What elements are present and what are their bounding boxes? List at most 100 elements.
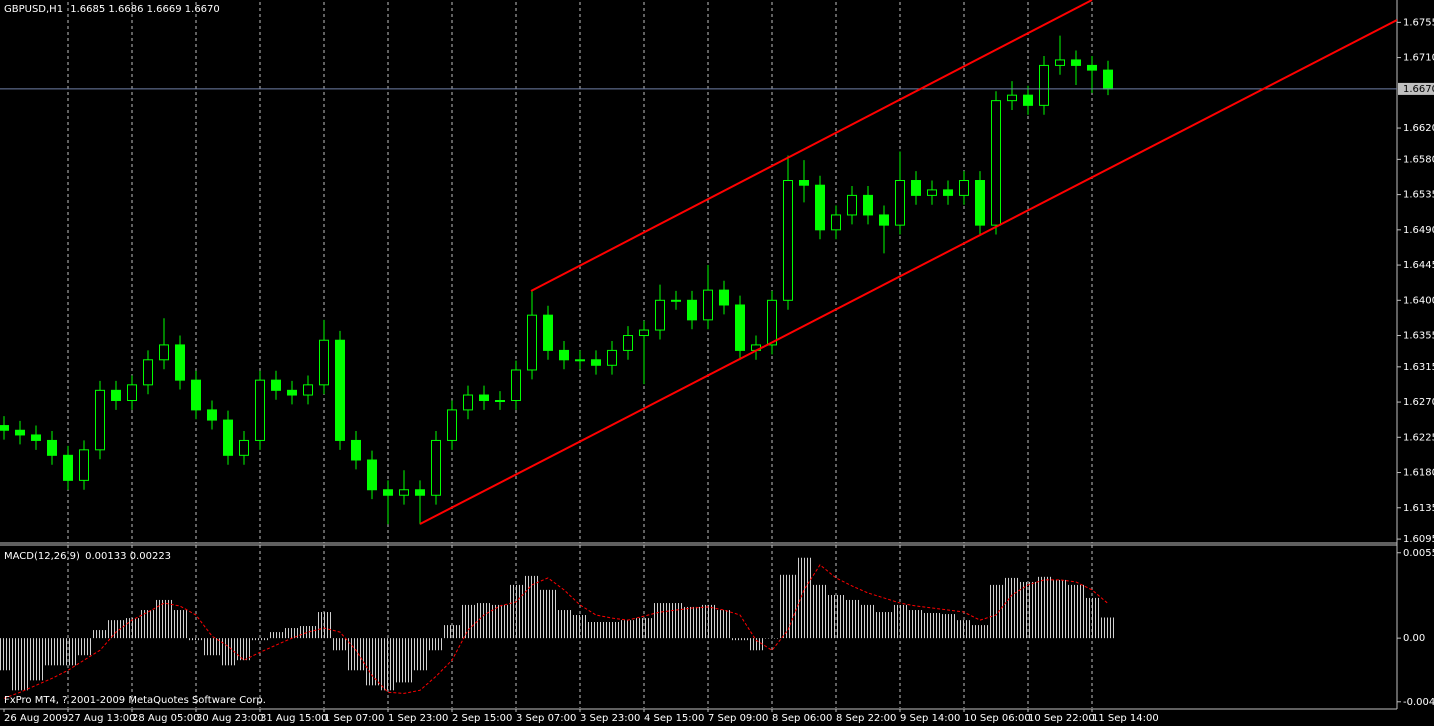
macd-bar xyxy=(508,584,524,639)
macd-bar xyxy=(12,638,28,691)
y-tick-label: 1.6755 xyxy=(1403,17,1434,28)
candle-body xyxy=(847,194,857,216)
y-tick-label: 1.6135 xyxy=(1403,503,1434,514)
y-tick-label: 0.0055 xyxy=(1403,548,1434,559)
macd-bar xyxy=(812,584,828,639)
candle-body xyxy=(991,100,1001,226)
x-tick-label: 11 Sep 14:00 xyxy=(1092,713,1159,724)
macd-bar xyxy=(908,610,924,639)
macd-bar xyxy=(44,638,60,666)
candle-body xyxy=(271,379,281,391)
macd-bar xyxy=(1100,617,1116,639)
macd-bar xyxy=(300,626,316,639)
y-tick-label: -0.0041 xyxy=(1403,697,1434,708)
candle-body xyxy=(831,214,841,231)
candle-body xyxy=(1007,94,1017,102)
x-tick-label: 31 Aug 15:00 xyxy=(260,713,327,724)
macd-bar xyxy=(572,615,588,639)
candle-body xyxy=(671,299,681,302)
candle-body xyxy=(591,359,601,366)
macd-bar xyxy=(588,621,604,639)
macd-bar xyxy=(332,638,348,651)
x-tick-label: 27 Aug 13:00 xyxy=(68,713,135,724)
candle-body xyxy=(303,384,313,396)
candle-body xyxy=(447,409,457,441)
candle-body xyxy=(1087,64,1097,71)
y-tick-label: 1.6270 xyxy=(1403,397,1434,408)
macd-bar xyxy=(732,638,748,641)
candle-body xyxy=(191,379,201,411)
y-tick-label: 1.6535 xyxy=(1403,190,1434,201)
candle-body xyxy=(719,289,729,306)
macd-bar xyxy=(1068,584,1084,639)
macd-bar xyxy=(1004,577,1020,639)
macd-bar xyxy=(892,604,908,639)
macd-bar xyxy=(236,638,252,661)
macd-bar xyxy=(108,620,124,639)
candle-body xyxy=(415,489,425,496)
macd-bar xyxy=(284,628,300,639)
y-tick-label: 1.6710 xyxy=(1403,53,1434,64)
x-tick-label: 7 Sep 09:00 xyxy=(708,713,768,724)
macd-bar xyxy=(140,610,156,639)
candle-body xyxy=(511,369,521,402)
candle-body xyxy=(335,339,345,441)
macd-bar xyxy=(956,620,972,639)
macd-bar xyxy=(604,621,620,639)
candle-body xyxy=(863,194,873,216)
signal-value: 0.00223 xyxy=(130,551,171,562)
macd-bar xyxy=(76,638,92,656)
macd-bar xyxy=(828,594,844,639)
macd-bar xyxy=(636,618,652,639)
macd-bar xyxy=(364,638,380,686)
candle-body xyxy=(655,299,665,331)
candle-body xyxy=(959,180,969,196)
macd-bar xyxy=(1052,579,1068,639)
macd-bar xyxy=(796,557,812,639)
candle-body xyxy=(479,394,489,402)
candle-body xyxy=(895,180,905,226)
candle-body xyxy=(687,299,697,321)
candle-body xyxy=(607,349,617,366)
macd-bar xyxy=(380,638,396,691)
candle-body xyxy=(1055,59,1065,66)
candle-body xyxy=(815,184,825,231)
macd-bar xyxy=(428,638,444,651)
channel xyxy=(419,0,1397,525)
quote: 1.6685 1.6686 1.6669 1.6670 xyxy=(70,4,220,15)
candle-body xyxy=(639,329,649,337)
macd-bar xyxy=(268,632,284,639)
y-tick-label: 1.6580 xyxy=(1403,154,1434,165)
candle-body xyxy=(287,389,297,396)
macd-bar xyxy=(780,574,796,639)
macd-bar xyxy=(1020,581,1036,639)
candle-body xyxy=(943,189,953,196)
macd-bar xyxy=(700,604,716,639)
macd-bar xyxy=(860,604,876,639)
x-tick-label: 4 Sep 15:00 xyxy=(644,713,704,724)
macd-bar xyxy=(924,612,940,639)
x-tick-label: 1 Sep 23:00 xyxy=(388,713,448,724)
macd-bar xyxy=(476,603,492,639)
macd-bar xyxy=(188,638,204,641)
y-tick-label: 1.6095 xyxy=(1403,534,1434,545)
candle-body xyxy=(543,314,553,351)
x-tick-label: 30 Aug 23:00 xyxy=(196,713,263,724)
candle-body xyxy=(15,429,25,436)
candle-body xyxy=(319,339,329,386)
macd-bar xyxy=(876,612,892,639)
macd-bar xyxy=(172,610,188,639)
y-tick-label: 1.6180 xyxy=(1403,468,1434,479)
candle-body xyxy=(527,314,537,371)
candle-body xyxy=(207,409,217,421)
x-tick-label: 10 Sep 22:00 xyxy=(1028,713,1095,724)
candle-body xyxy=(559,349,569,361)
macd-bar xyxy=(748,638,764,651)
candle-body xyxy=(367,459,377,491)
macd-bar xyxy=(252,638,268,641)
copyright: FxPro MT4, ? 2001-2009 MetaQuotes Softwa… xyxy=(4,695,266,706)
candle-body xyxy=(1103,69,1113,90)
macd-bar xyxy=(444,625,460,639)
